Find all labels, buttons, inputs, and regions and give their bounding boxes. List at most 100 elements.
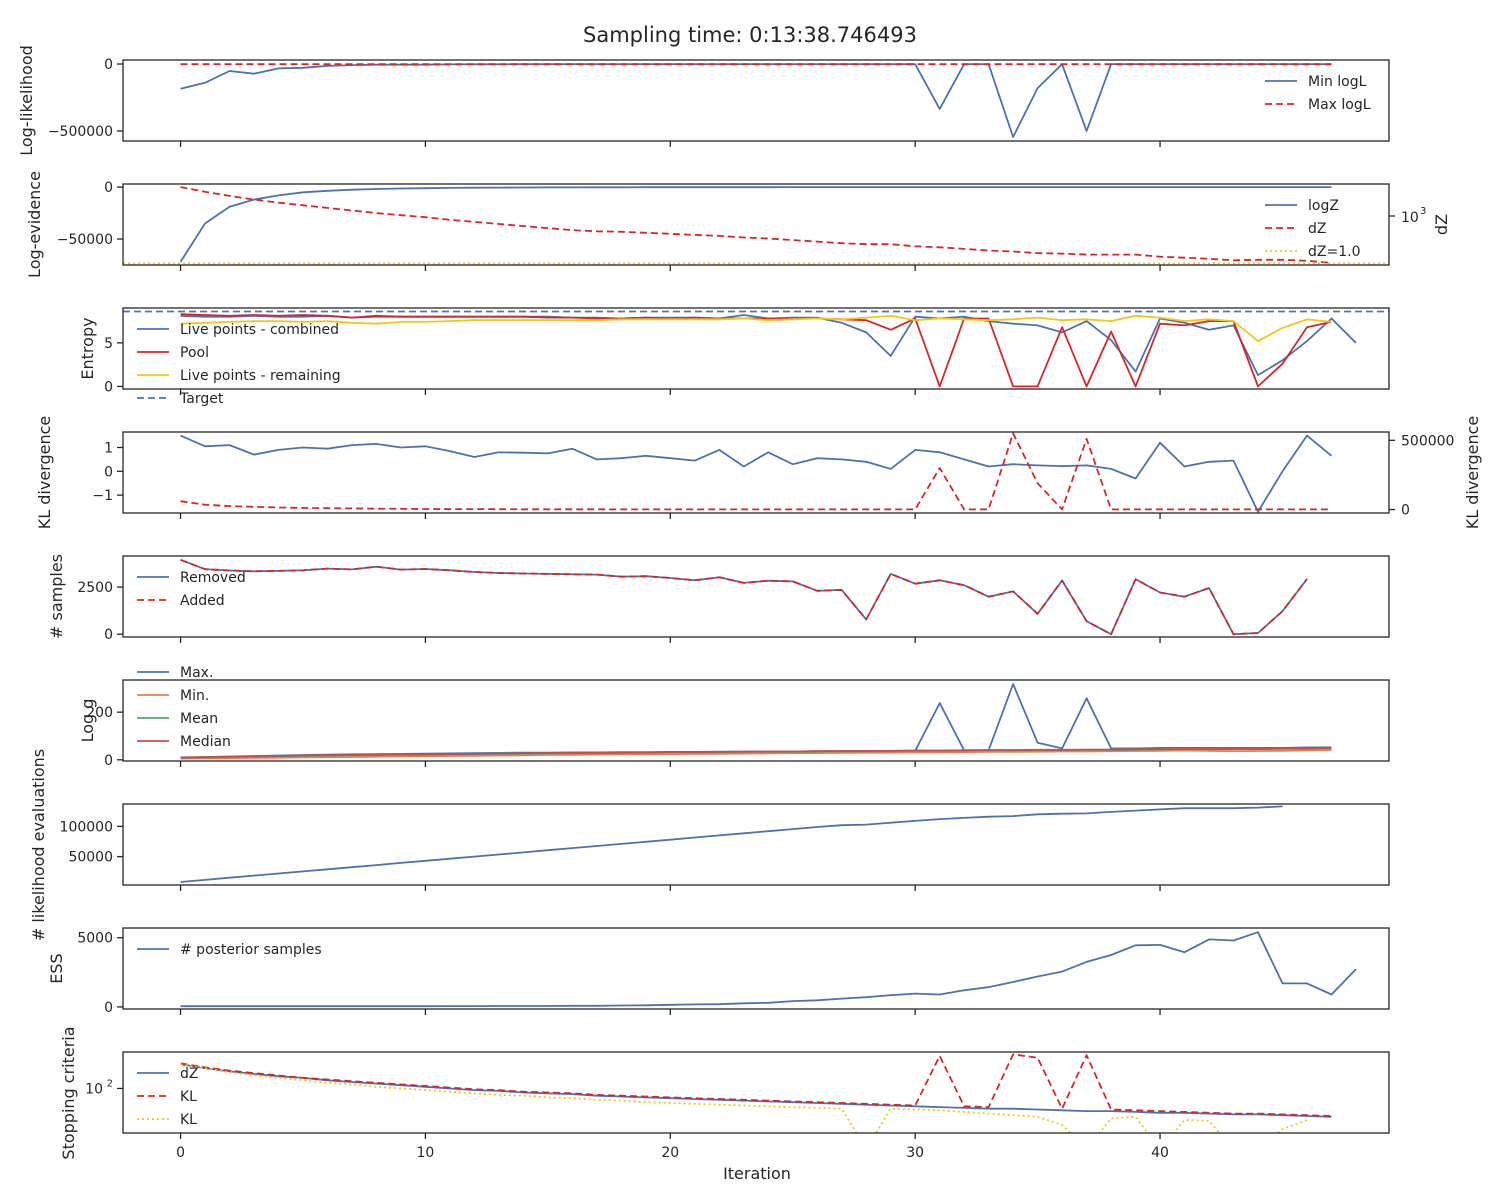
y-axis-label: # likelihood evaluations	[29, 749, 48, 941]
y-axis-label: KL divergence	[35, 416, 54, 529]
subplot-logg: 200 0 Log g Max. Min. Mean Median	[78, 665, 1390, 769]
legend-label: # posterior samples	[180, 942, 322, 958]
series-group	[180, 931, 1357, 1008]
subplot-loglike: 0 −500000 Log-likelihood Min logL Max logL	[17, 45, 1390, 156]
legend-label: Max logL	[1308, 97, 1371, 113]
y-tick-label: 1	[104, 440, 113, 456]
series-line-kl-1	[180, 432, 1332, 511]
axes-frame	[122, 183, 1390, 266]
subplot-kl: 1 0 −1 500000 0 KL divergence KL divergence	[35, 416, 1482, 529]
axes-frame	[122, 307, 1390, 390]
right-y-tick-exponent: 3	[1420, 206, 1426, 217]
legend-label: dZ	[180, 1066, 198, 1082]
legend-label: Max.	[180, 665, 213, 681]
legend-label: Live points - combined	[180, 322, 339, 338]
subplot-stopping: 0 10 20 30 40 10 2 Stopping criteria dZ KL KL	[59, 1026, 1390, 1161]
legend-label: dZ	[1308, 221, 1326, 237]
y-tick-label: 0	[104, 627, 113, 643]
y-tick-label: 10	[85, 1081, 103, 1097]
legend-label: KL	[180, 1089, 197, 1105]
axes-frame	[122, 927, 1390, 1010]
legend-label: Mean	[180, 711, 218, 727]
series-line-logevidence-1	[180, 186, 1332, 264]
series-group	[123, 310, 1389, 388]
y-tick-label: −50000	[57, 232, 113, 248]
y-tick-label: 0	[104, 753, 113, 769]
subplot-samples: 2500 0 # samples Removed Added	[47, 554, 1390, 643]
series-line-samples-1	[180, 558, 1308, 636]
series-group	[180, 63, 1332, 138]
right-y-tick-label: 10	[1401, 210, 1419, 226]
subplot-ess: 5000 0 ESS # posterior samples	[47, 927, 1390, 1016]
legend: # posterior samples	[137, 942, 322, 958]
axes-frame	[122, 555, 1390, 638]
legend-label: Median	[180, 734, 231, 750]
right-y-tick-label: 0	[1401, 503, 1410, 519]
y-axis-label: Stopping criteria	[59, 1026, 78, 1159]
x-tick-label: 20	[661, 1145, 679, 1161]
y-tick-label: −500000	[48, 124, 113, 140]
legend: Min logL Max logL	[1265, 74, 1371, 113]
y-tick-label: 50000	[68, 850, 113, 866]
x-tick-label: 0	[176, 1145, 185, 1161]
right-y-tick-label: 500000	[1401, 433, 1454, 449]
legend-label: Removed	[180, 570, 246, 586]
legend-label: Min logL	[1308, 74, 1367, 90]
series-line-logevidence-0	[179, 186, 1332, 263]
y-tick-label: 0	[104, 180, 113, 196]
y-tick-label: 0	[104, 57, 113, 73]
series-group	[123, 186, 1389, 265]
legend: logZ dZ dZ=1.0	[1265, 198, 1360, 260]
series-line-entropy-2	[180, 314, 1332, 343]
y-tick-exponent: 2	[107, 1078, 113, 1089]
subplot-logevidence: 0 −50000 10 3 Log-evidence dZ logZ dZ dZ=1.0	[25, 171, 1451, 278]
right-y-axis-label: dZ	[1432, 214, 1451, 235]
y-axis-label: # samples	[47, 554, 66, 639]
x-tick-label: 30	[906, 1145, 924, 1161]
legend-label: Pool	[180, 345, 209, 361]
series-group	[180, 1053, 1332, 1133]
y-axis-label: Entropy	[78, 317, 97, 379]
y-tick-label: 0	[104, 379, 113, 395]
right-y-axis-label: KL divergence	[1463, 416, 1482, 529]
axes-frame	[122, 803, 1390, 886]
series-group	[180, 683, 1332, 760]
axes-frame	[122, 431, 1390, 514]
series-line-logg-1	[180, 749, 1332, 760]
legend: dZ KL KL	[137, 1066, 198, 1128]
y-tick-label: 5000	[77, 931, 113, 947]
series-line-stopping-2	[180, 1063, 1308, 1133]
legend-label: Added	[180, 593, 225, 609]
series-line-kl-0	[180, 434, 1333, 513]
y-tick-label: 200	[86, 705, 113, 721]
series-group	[180, 432, 1333, 513]
y-tick-label: −1	[92, 488, 113, 504]
y-tick-label: 100000	[60, 819, 113, 835]
x-tick-label: 10	[417, 1145, 435, 1161]
x-axis-label: Iteration	[723, 1164, 791, 1183]
legend: Max. Min. Mean Median	[137, 665, 231, 750]
legend-label: KL	[180, 1112, 197, 1128]
y-tick-label: 2500	[77, 580, 113, 596]
y-axis-label: Log g	[78, 699, 97, 743]
legend-label: Min.	[180, 688, 209, 704]
series-line-ess-0	[180, 931, 1357, 1008]
legend: Removed Added	[137, 570, 246, 609]
axes-frame	[122, 1051, 1390, 1134]
series-line-logg-3	[180, 747, 1332, 759]
series-group	[180, 805, 1283, 883]
y-tick-label: 0	[104, 464, 113, 480]
y-axis-label: Log-evidence	[25, 171, 44, 278]
subplot-likeevals: 100000 50000 # likelihood evaluations	[29, 749, 1390, 941]
x-tick-label: 40	[1151, 1145, 1169, 1161]
figure-title: Sampling time: 0:13:38.746493	[583, 23, 917, 47]
series-line-stopping-1	[180, 1053, 1332, 1117]
series-line-likeevals-0	[180, 805, 1283, 883]
y-tick-label: 5	[104, 336, 113, 352]
y-tick-label: 0	[104, 1000, 113, 1016]
series-group	[180, 558, 1308, 636]
legend-label: Target	[179, 391, 224, 407]
